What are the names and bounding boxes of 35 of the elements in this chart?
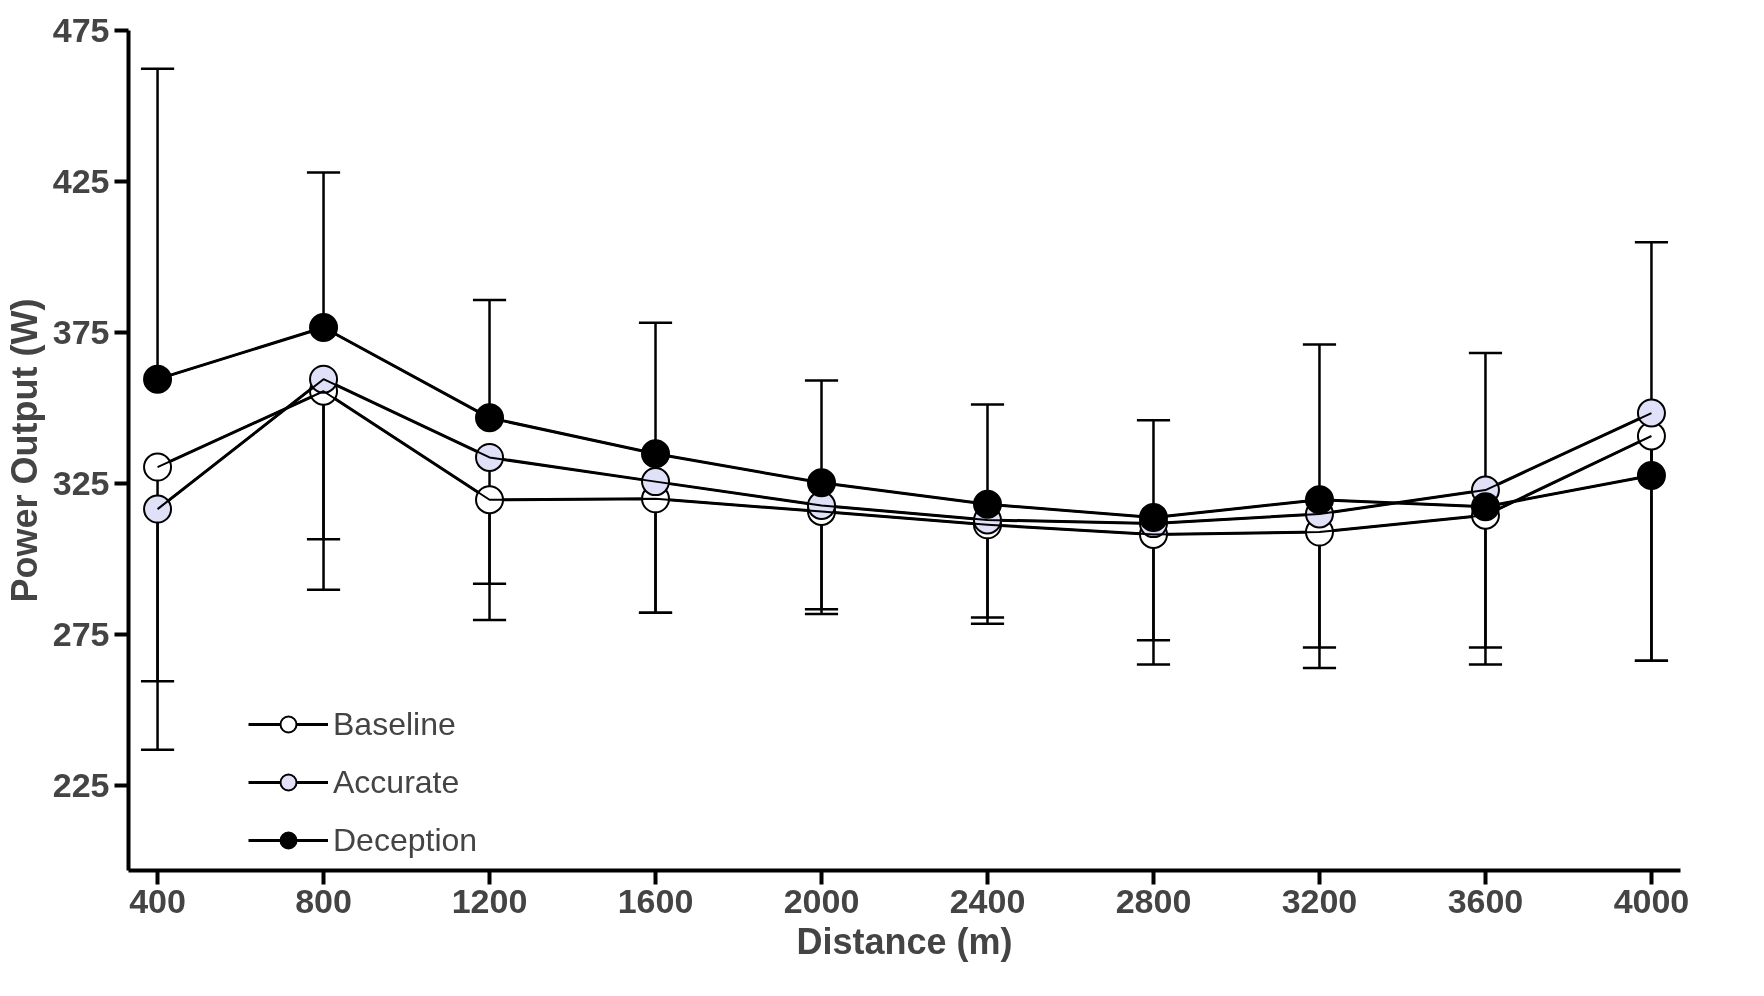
x-tick-label: 800	[295, 881, 352, 920]
y-axis-title: Power Output (W)	[3, 298, 45, 603]
x-tick-label: 1200	[451, 881, 528, 920]
point	[143, 364, 173, 394]
point	[1636, 461, 1666, 491]
y-tick-label: 225	[52, 766, 110, 805]
x-tick-label: 2000	[783, 881, 860, 920]
point	[475, 403, 505, 433]
x-tick-label: 400	[129, 881, 186, 920]
y-tick-label: 375	[52, 313, 110, 352]
x-tick-label: 4000	[1613, 881, 1690, 920]
y-tick-label: 325	[52, 464, 110, 503]
point	[475, 485, 505, 515]
point	[641, 439, 671, 469]
point	[143, 494, 173, 524]
point	[1636, 398, 1666, 428]
point	[807, 468, 837, 498]
point	[143, 452, 173, 482]
x-tick-label: 2800	[1115, 881, 1192, 920]
x-tick-label: 3600	[1447, 881, 1524, 920]
x-tick-label: 1600	[617, 881, 694, 920]
x-axis-title: Distance (m)	[796, 920, 1013, 962]
x-tick-label: 3200	[1281, 881, 1358, 920]
x-tick-label: 2400	[949, 881, 1026, 920]
y-tick-label: 425	[52, 162, 110, 201]
point	[1304, 485, 1334, 515]
point	[309, 313, 339, 342]
point	[972, 489, 1002, 519]
legend-label: Baseline	[333, 705, 456, 743]
legend-label: Accurate	[333, 763, 460, 801]
point	[641, 467, 671, 497]
point	[475, 442, 505, 472]
y-tick-label: 275	[52, 615, 110, 654]
y-tick-label: 475	[52, 11, 110, 49]
legend-label: Deception	[333, 821, 478, 859]
